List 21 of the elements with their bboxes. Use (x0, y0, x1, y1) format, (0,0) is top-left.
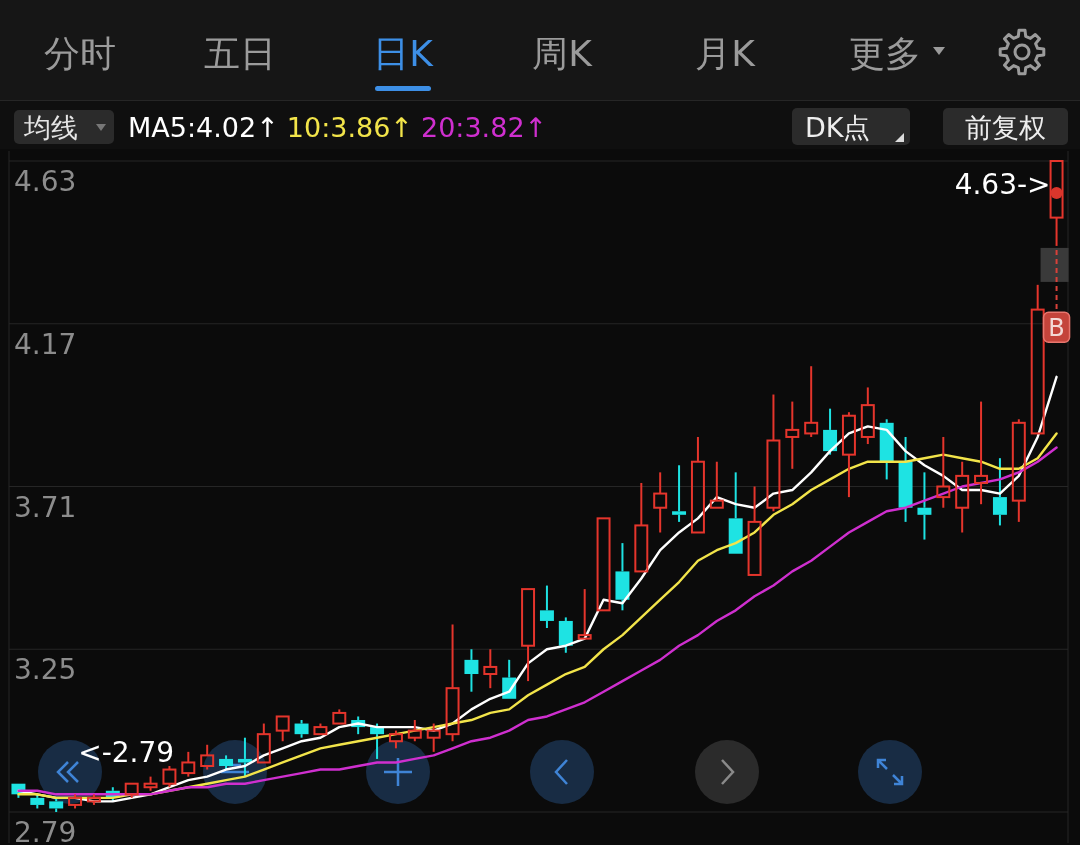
high-label: 4.63-> (954, 168, 1051, 201)
tab-label: 周K (532, 33, 592, 74)
button-ma-select: 均线 (14, 110, 114, 144)
badge-buy: B (1042, 311, 1071, 344)
y-tick-label: 4.63 (14, 165, 77, 198)
y-tick-label: 3.71 (14, 490, 77, 524)
legend-entry: MA5:4.02↑ (128, 112, 279, 143)
y-tick-label: 2.79 (14, 816, 77, 845)
button-dk: DK点 (792, 108, 910, 145)
low-label: <-2.79 (78, 736, 175, 769)
tab-label: 月K (695, 33, 755, 74)
tab-label: 更多 (849, 33, 921, 74)
tab-label: 五日 (204, 33, 276, 74)
button-adjust: 前复权 (943, 108, 1068, 145)
annotation: B (1048, 314, 1065, 343)
tab-label-active: 日K (373, 33, 433, 74)
legend-entry: 10:3.86↑ (286, 112, 413, 143)
y-tick-label: 3.25 (14, 653, 77, 687)
legend-entry: 20:3.82↑ (421, 112, 548, 143)
tab-label: 分时 (44, 33, 116, 74)
y-tick-label: 4.17 (14, 327, 77, 361)
